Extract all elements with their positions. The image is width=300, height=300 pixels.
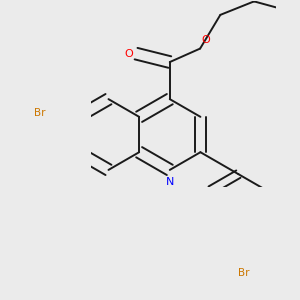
Text: O: O xyxy=(124,49,133,58)
Text: N: N xyxy=(166,177,174,187)
Text: Br: Br xyxy=(238,268,249,278)
Text: Br: Br xyxy=(34,109,46,118)
Text: O: O xyxy=(202,35,211,45)
